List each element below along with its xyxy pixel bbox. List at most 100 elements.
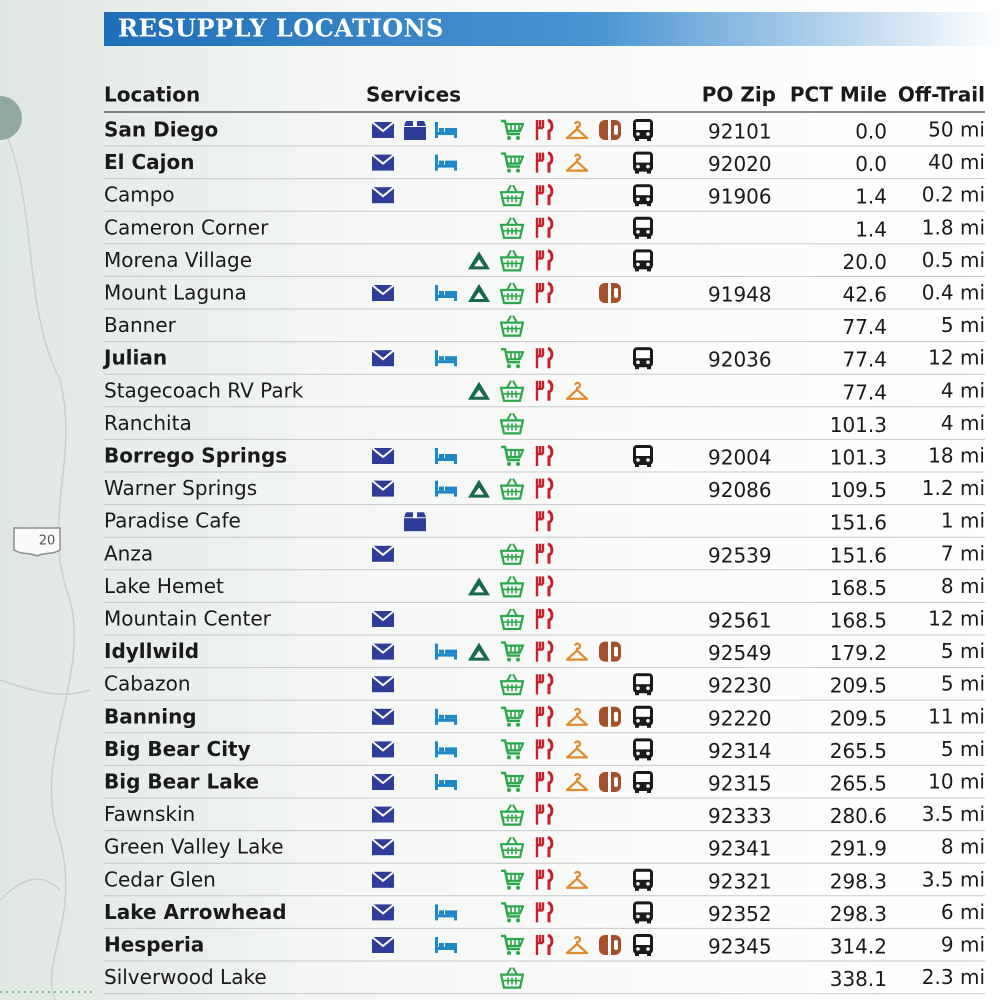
off-trail: 9 mi [941,933,985,957]
service-icon [371,870,395,889]
pct-mile: 291.9 [830,837,887,861]
po-zip: 92539 [708,543,772,567]
column-header: Location [104,83,200,107]
off-trail: 0.5 mi [922,248,985,272]
off-trail: 5 mi [941,639,985,663]
pct-mile: 151.6 [830,511,887,535]
off-trail: 0.4 mi [922,281,985,305]
service-icon [633,151,653,174]
pct-mile: 151.6 [830,543,887,567]
pct-mile: 265.5 [830,739,887,763]
service-icon [633,673,653,696]
pct-mile: 0.0 [855,120,887,144]
off-trail: 18 mi [928,444,985,468]
location-name: Cedar Glen [104,867,216,891]
location-name: Big Bear Lake [104,770,259,794]
location-name: Lake Hemet [104,574,224,598]
po-zip: 92549 [708,641,772,665]
pct-mile: 42.6 [842,283,887,307]
po-zip: 92220 [708,706,772,730]
off-trail: 3.5 mi [922,867,985,891]
service-icon [599,283,621,303]
service-icon [371,740,395,759]
service-icon [371,903,395,922]
off-trail: 7 mi [941,541,985,565]
po-zip: 92036 [708,348,772,372]
service-icon [633,249,653,272]
location-name: Lake Arrowhead [104,900,287,924]
po-zip: 92004 [708,446,772,470]
off-trail: 1 mi [941,509,985,533]
service-icon [633,738,653,761]
service-icon [633,445,653,467]
column-header: Services [366,83,461,107]
po-zip: 92101 [708,120,772,144]
off-trail: 5 mi [941,313,985,337]
service-icon [371,284,395,302]
pct-mile: 20.0 [842,250,887,274]
location-name: Banning [104,704,197,728]
off-trail: 5 mi [941,737,985,761]
service-icon [633,705,653,728]
service-icon [371,447,395,465]
service-icon [371,773,395,791]
service-icon [371,186,395,205]
location-name: Idyllwild [104,639,199,663]
table: Location Services PO Zip PCT Mile Off-Trail S… [102,83,985,995]
service-icon [371,642,395,661]
pct-mile: 209.5 [830,674,887,698]
off-trail: 50 mi [928,118,985,142]
location-name: Banner [104,313,177,337]
pct-mile: 1.4 [855,185,887,209]
pct-mile: 77.4 [842,315,887,339]
service-icon [371,349,395,368]
service-icon [633,771,653,793]
column-header: PCT Mile [790,83,887,107]
location-name: Ranchita [104,411,192,435]
location-name: Silverwood Lake [104,965,267,989]
po-zip: 92333 [708,804,772,828]
service-icon [599,641,621,662]
map-marker [0,96,22,140]
service-icon [599,935,621,955]
off-trail: 12 mi [928,607,985,631]
po-zip: 91948 [708,283,772,307]
location-name: San Diego [104,118,218,142]
service-icon [371,153,395,172]
pct-mile: 77.4 [842,380,887,404]
pct-mile: 168.5 [830,576,887,600]
service-icon [371,707,395,726]
location-name: Campo [104,183,175,207]
service-icon [371,675,395,694]
off-trail: 4 mi [941,378,985,402]
service-icon [599,120,621,140]
service-icon [633,347,653,370]
location-name: Fawnskin [104,802,195,826]
service-icon [633,901,653,924]
location-name: Paradise Cafe [104,509,241,533]
off-trail: 1.2 mi [922,476,985,500]
off-trail: 10 mi [928,770,985,794]
po-zip: 92086 [708,478,772,502]
location-name: Morena Village [104,248,252,272]
location-name: Warner Springs [104,476,257,500]
title-banner [104,12,1000,46]
off-trail: 8 mi [941,574,985,598]
location-name: El Cajon [104,150,195,174]
off-trail: 12 mi [928,346,985,370]
service-icon [633,184,653,207]
pct-mile: 101.3 [830,413,887,437]
off-trail: 5 mi [941,672,985,696]
pct-mile: 265.5 [830,772,887,796]
po-zip: 91906 [708,185,772,209]
location-name: Mountain Center [104,607,272,631]
service-icon [371,121,395,139]
service-icon [599,772,621,792]
service-icon [371,838,395,857]
pct-mile: 338.1 [830,967,887,991]
highway-number: 20 [39,534,56,549]
pct-mile: 298.3 [830,902,887,926]
service-icon [371,544,395,563]
